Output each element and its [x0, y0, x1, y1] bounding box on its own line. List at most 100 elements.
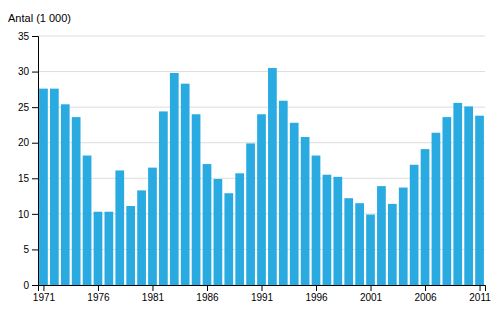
bar [464, 106, 473, 285]
y-axis-line [32, 37, 39, 286]
x-tick-mark [262, 285, 263, 291]
bar [442, 117, 451, 285]
x-tick-label: 2001 [360, 292, 383, 303]
y-tick-label: 30 [18, 66, 30, 77]
y-tick: 5 [23, 244, 38, 255]
bar [355, 203, 364, 285]
y-tick-label: 0 [23, 280, 29, 291]
bar [344, 198, 353, 285]
y-tick-label: 5 [23, 244, 29, 255]
bar [246, 143, 255, 285]
x-axis-line [39, 286, 486, 292]
bar [410, 165, 419, 285]
y-tick: 0 [23, 280, 38, 291]
bar [137, 190, 146, 285]
y-tick-mark [32, 72, 38, 73]
grid-line [38, 71, 485, 72]
x-tick: 2006 [414, 285, 437, 303]
bar [170, 73, 179, 285]
bar [159, 111, 168, 285]
grid-line [38, 107, 485, 108]
x-tick-mark [371, 285, 372, 291]
bars [39, 68, 484, 285]
x-tick-mark [43, 285, 44, 291]
bar [290, 123, 299, 285]
bar [366, 215, 375, 285]
y-tick-mark [32, 249, 38, 250]
plot: 1971 1976 1981 1986 1991 1996 2001 2006 2011 0 5 10… [18, 31, 491, 303]
bar [333, 177, 342, 285]
y-tick-mark [32, 36, 38, 37]
x-tick: 1971 [33, 285, 56, 303]
bar [268, 68, 277, 285]
x-tick: 1986 [196, 285, 219, 303]
x-tick: 1996 [305, 285, 328, 303]
bar [301, 137, 310, 285]
bar [399, 188, 408, 285]
y-tick-mark [32, 143, 38, 144]
x-tick-mark [425, 285, 426, 291]
chart-svg: 1971 1976 1981 1986 1991 1996 2001 2006 2011 0 5 10… [0, 0, 501, 311]
y-tick: 15 [18, 173, 38, 184]
y-tick-mark [32, 178, 38, 179]
y-tick-mark [32, 285, 38, 286]
bar [94, 212, 103, 285]
x-tick: 1981 [142, 285, 165, 303]
y-tick-label: 10 [18, 209, 30, 220]
bar [214, 179, 223, 285]
x-tick-label: 1986 [196, 292, 219, 303]
bar [83, 156, 92, 285]
bar [39, 89, 48, 285]
y-tick-label: 35 [18, 31, 30, 42]
x-tick-label: 1981 [142, 292, 165, 303]
x-tick: 2001 [360, 285, 383, 303]
x-tick: 2011 [469, 285, 491, 303]
bar [72, 117, 81, 285]
bar [61, 104, 70, 285]
y-tick: 30 [18, 66, 38, 77]
bar [203, 164, 212, 285]
bar [148, 168, 157, 285]
x-tick-label: 1971 [33, 292, 56, 303]
x-tick: 1976 [87, 285, 110, 303]
y-tick-label: 20 [18, 137, 30, 148]
x-tick-label: 1996 [305, 292, 328, 303]
bar [377, 186, 386, 285]
y-tick-label: 15 [18, 173, 30, 184]
x-tick-label: 1991 [251, 292, 274, 303]
bar [279, 101, 288, 285]
y-tick-label: 25 [18, 102, 30, 113]
bar [192, 114, 201, 285]
bar [475, 116, 484, 285]
bar [181, 84, 190, 285]
bar [115, 170, 124, 285]
bar [50, 89, 59, 285]
bar [453, 103, 462, 285]
bar [432, 133, 441, 285]
grid-line [38, 36, 485, 37]
x-tick-label: 1976 [87, 292, 110, 303]
y-tick: 10 [18, 209, 38, 220]
grid [38, 36, 485, 285]
y-tick: 20 [18, 137, 38, 148]
y-tick: 25 [18, 102, 38, 113]
y-axis-label: Antal (1 000) [8, 12, 71, 24]
bar [312, 156, 321, 285]
x-tick-mark [98, 285, 99, 291]
bar [257, 114, 266, 285]
y-tick: 35 [18, 31, 38, 42]
y-tick-mark [32, 107, 38, 108]
bar [126, 206, 135, 285]
y-axis: 0 5 10 15 20 25 30 35 [18, 31, 39, 291]
x-tick-mark [480, 285, 481, 291]
y-tick-mark [32, 214, 38, 215]
bar [105, 212, 114, 285]
x-tick-mark [207, 285, 208, 291]
x-axis: 1971 1976 1981 1986 1991 1996 2001 2006 2011 [33, 285, 491, 303]
x-tick-mark [152, 285, 153, 291]
x-tick-mark [316, 285, 317, 291]
x-tick-label: 2011 [469, 292, 491, 303]
bar [421, 149, 430, 285]
bar [323, 175, 332, 285]
x-tick: 1991 [251, 285, 274, 303]
